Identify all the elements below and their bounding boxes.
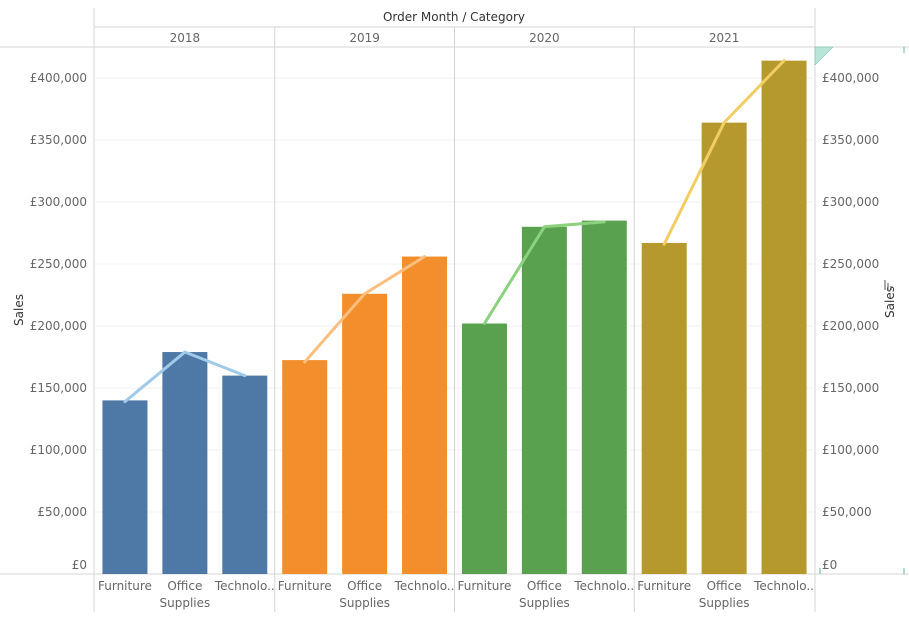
category-label: Office — [347, 579, 382, 593]
category-label: Furniture — [98, 579, 152, 593]
trend-line[interactable] — [303, 255, 427, 364]
bar[interactable] — [282, 360, 328, 574]
category-label: Technolo.. — [214, 579, 275, 593]
y-tick-label-right: £50,000 — [822, 505, 872, 519]
y-tick-label-right: £300,000 — [822, 195, 879, 209]
bar[interactable] — [701, 122, 747, 574]
group-header: 2021 — [709, 31, 740, 45]
y-tick-label-right: £400,000 — [822, 71, 879, 85]
bar[interactable] — [402, 256, 448, 574]
trend-line[interactable] — [662, 59, 786, 246]
category-label: Office — [527, 579, 562, 593]
y-tick-label-left: £50,000 — [37, 505, 87, 519]
y-tick-label-left: £300,000 — [30, 195, 87, 209]
bar[interactable] — [102, 400, 148, 574]
category-label: Technolo.. — [573, 579, 634, 593]
y-tick-label-left: £0 — [72, 558, 87, 572]
category-label: Furniture — [458, 579, 512, 593]
y-tick-label-right: £150,000 — [822, 381, 879, 395]
category-label-line2: Supplies — [339, 596, 390, 610]
bar[interactable] — [581, 220, 627, 574]
trend-line[interactable] — [482, 220, 606, 326]
chart-title: Order Month / Category — [383, 10, 525, 24]
y-tick-label-left: £350,000 — [30, 133, 87, 147]
bar[interactable] — [342, 293, 388, 574]
bar[interactable] — [761, 60, 807, 574]
bar[interactable] — [162, 352, 208, 574]
trend-lines[interactable] — [123, 59, 786, 404]
category-label: Technolo.. — [394, 579, 455, 593]
category-label: Office — [707, 579, 742, 593]
y-tick-label-left: £200,000 — [30, 319, 87, 333]
group-header: 2018 — [170, 31, 201, 45]
category-label-line2: Supplies — [159, 596, 210, 610]
category-label: Technolo.. — [753, 579, 814, 593]
bar[interactable] — [641, 242, 687, 575]
y-axis-label-left: Sales — [12, 294, 26, 326]
trend-line[interactable] — [123, 350, 247, 404]
y-tick-label-right: £350,000 — [822, 133, 879, 147]
y-tick-label-left: £100,000 — [30, 443, 87, 457]
category-label: Office — [167, 579, 202, 593]
chart-frame — [0, 8, 909, 612]
y-tick-label-left: £150,000 — [30, 381, 87, 395]
group-header: 2020 — [529, 31, 560, 45]
chart-labels: Order Month / Category Sales Sales £0 £0 £… — [12, 10, 897, 610]
y-axis-label-right: Sales — [883, 286, 897, 318]
group-header: 2019 — [349, 31, 380, 45]
chart-decorations — [814, 46, 892, 290]
bars[interactable] — [102, 60, 807, 575]
bar[interactable] — [521, 226, 567, 575]
bar[interactable] — [461, 323, 507, 574]
y-tick-label-right: £200,000 — [822, 319, 879, 333]
category-label: Furniture — [637, 579, 691, 593]
bar[interactable] — [222, 375, 268, 574]
y-tick-label-right: £250,000 — [822, 257, 879, 271]
category-label-line2: Supplies — [699, 596, 750, 610]
y-tick-label-right: £100,000 — [822, 443, 879, 457]
category-label-line2: Supplies — [519, 596, 570, 610]
y-tick-label-left: £400,000 — [30, 71, 87, 85]
y-tick-label-left: £250,000 — [30, 257, 87, 271]
sort-icon[interactable] — [884, 280, 892, 290]
y-tick-label-right: £0 — [822, 558, 837, 572]
category-label: Furniture — [278, 579, 332, 593]
corner-hatch-icon — [814, 46, 834, 66]
